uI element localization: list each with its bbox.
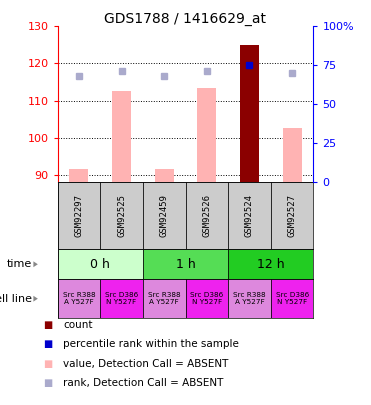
- Bar: [271, 279, 313, 318]
- Bar: [283, 128, 302, 182]
- Bar: [58, 279, 100, 318]
- Bar: [186, 182, 228, 249]
- Text: percentile rank within the sample: percentile rank within the sample: [63, 339, 239, 349]
- Text: ■: ■: [43, 359, 52, 369]
- Bar: [143, 249, 228, 279]
- Text: GSM92459: GSM92459: [160, 194, 169, 237]
- Bar: [186, 279, 228, 318]
- Bar: [228, 279, 271, 318]
- Text: value, Detection Call = ABSENT: value, Detection Call = ABSENT: [63, 359, 229, 369]
- Text: rank, Detection Call = ABSENT: rank, Detection Call = ABSENT: [63, 378, 223, 388]
- Bar: [58, 182, 100, 249]
- Bar: [240, 45, 259, 182]
- Text: GSM92525: GSM92525: [117, 194, 126, 237]
- Text: 12 h: 12 h: [257, 258, 285, 271]
- Bar: [100, 279, 143, 318]
- Text: Src D386
N Y527F: Src D386 N Y527F: [190, 292, 223, 305]
- Text: GSM92524: GSM92524: [245, 194, 254, 237]
- Text: ■: ■: [43, 378, 52, 388]
- Text: cell line: cell line: [0, 294, 32, 304]
- Bar: [100, 182, 143, 249]
- Text: Src D386
N Y527F: Src D386 N Y527F: [276, 292, 309, 305]
- Bar: [58, 249, 143, 279]
- Text: GSM92297: GSM92297: [74, 194, 83, 237]
- Text: GSM92526: GSM92526: [202, 194, 211, 237]
- Text: Src R388
A Y527F: Src R388 A Y527F: [63, 292, 95, 305]
- Bar: [69, 169, 88, 182]
- Bar: [155, 169, 174, 182]
- Bar: [197, 87, 216, 182]
- Bar: [228, 249, 313, 279]
- Text: Src R388
A Y527F: Src R388 A Y527F: [148, 292, 180, 305]
- Bar: [228, 182, 271, 249]
- Bar: [143, 182, 186, 249]
- Bar: [143, 279, 186, 318]
- Text: GSM92527: GSM92527: [288, 194, 297, 237]
- Text: count: count: [63, 320, 93, 330]
- Text: time: time: [6, 259, 32, 269]
- Text: Src R388
A Y527F: Src R388 A Y527F: [233, 292, 266, 305]
- Text: 1 h: 1 h: [175, 258, 196, 271]
- Bar: [271, 182, 313, 249]
- Text: ■: ■: [43, 320, 52, 330]
- Bar: [112, 91, 131, 182]
- Text: 0 h: 0 h: [90, 258, 110, 271]
- Text: ■: ■: [43, 339, 52, 349]
- Text: Src D386
N Y527F: Src D386 N Y527F: [105, 292, 138, 305]
- Text: GDS1788 / 1416629_at: GDS1788 / 1416629_at: [105, 12, 266, 26]
